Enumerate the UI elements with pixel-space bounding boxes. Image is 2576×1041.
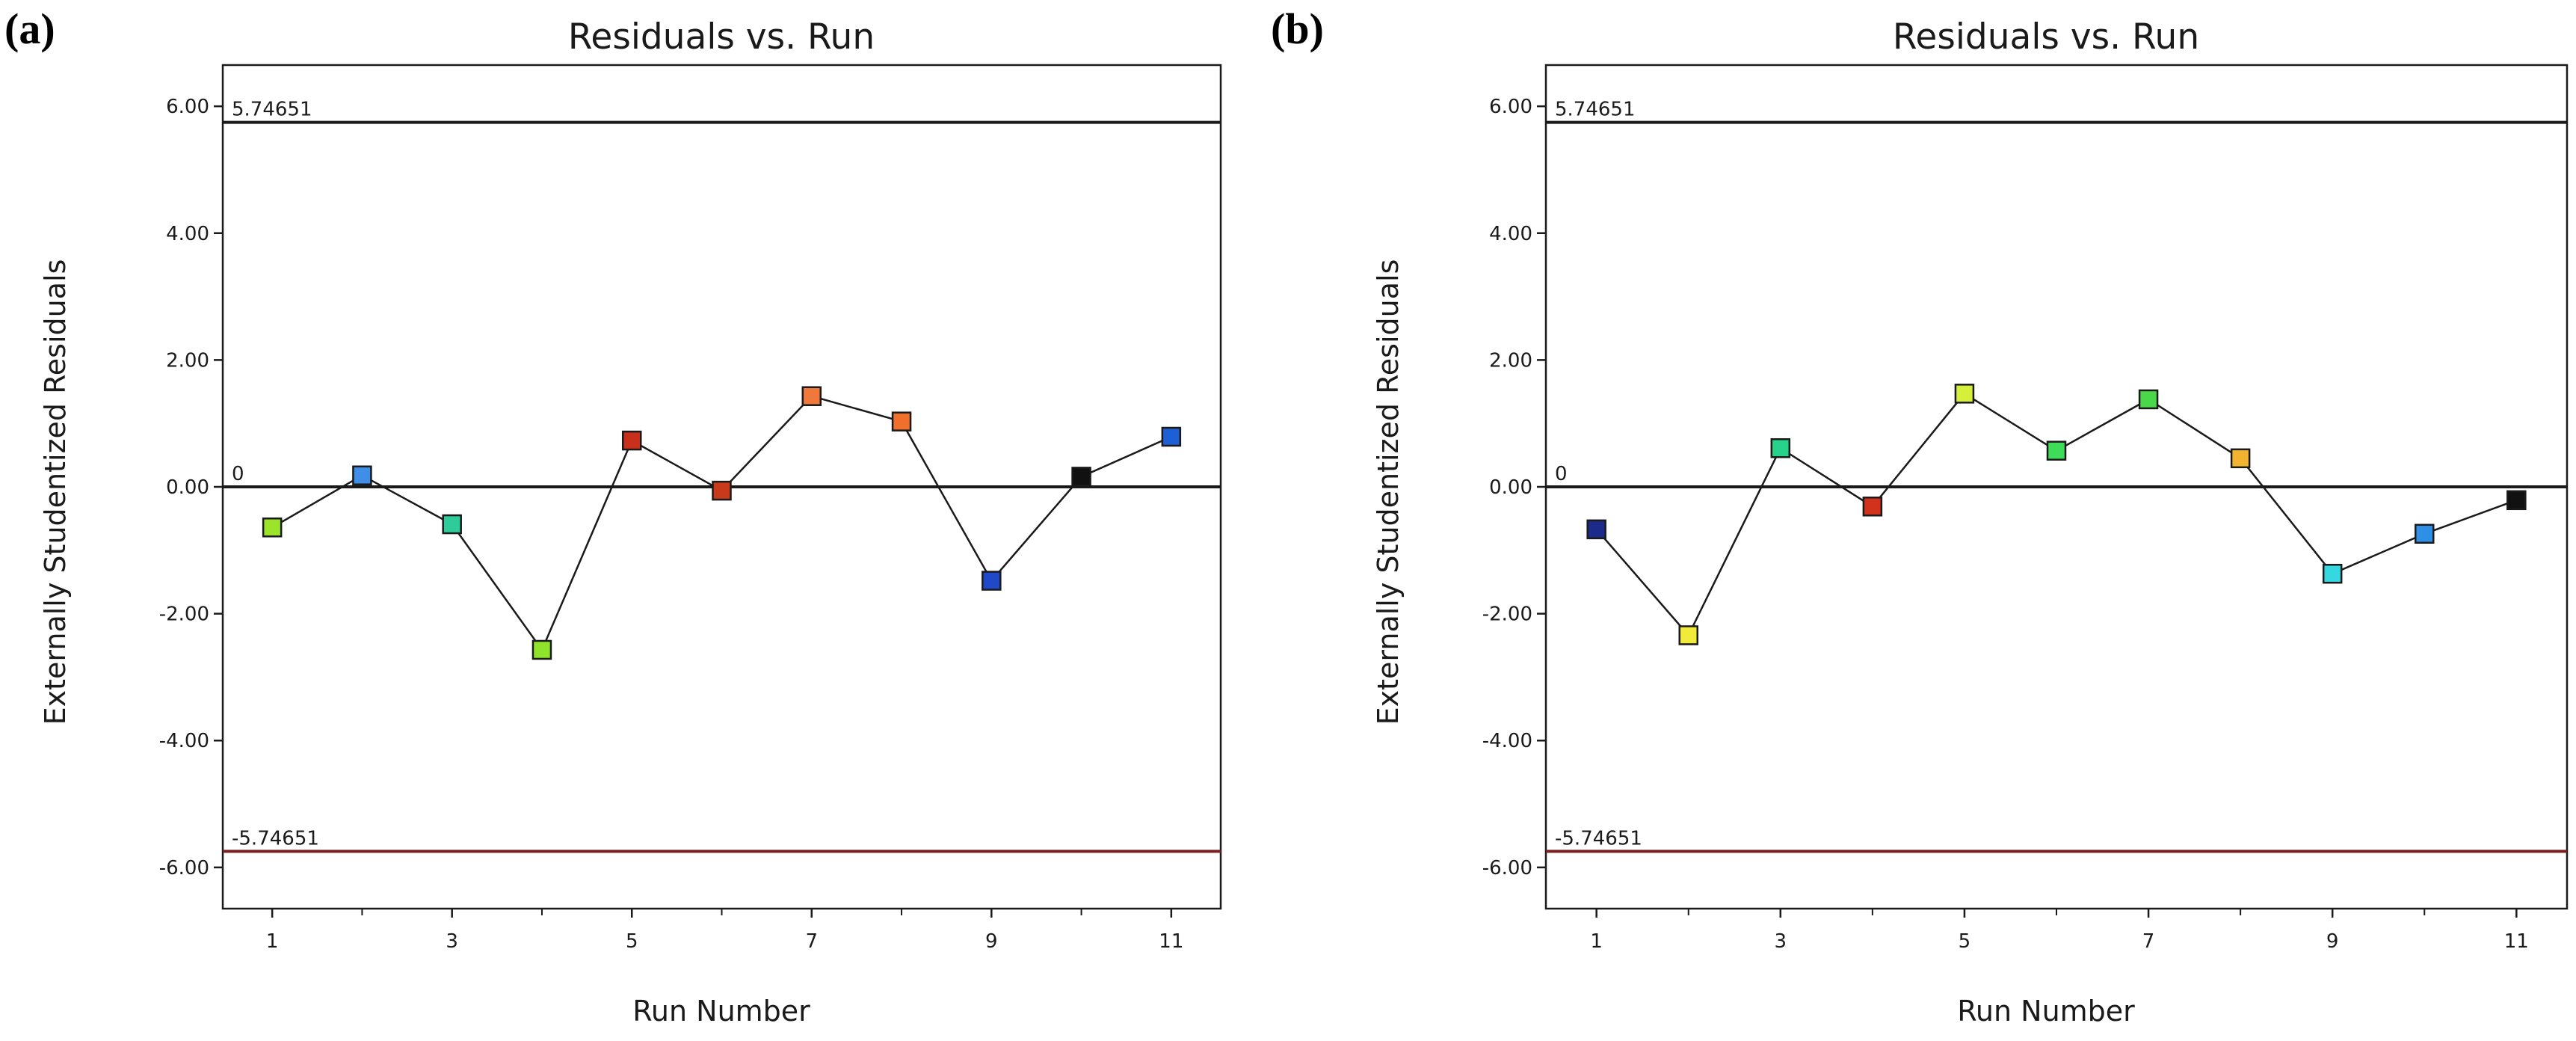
data-point	[621, 430, 642, 451]
chart-panel-a: (a) Residuals vs. Run Run Number Externa…	[4, 4, 1222, 1028]
reference-line-label: 0	[1555, 463, 1568, 485]
x-tick-label: 1	[1590, 930, 1603, 953]
y-tick-label: 6.00	[1489, 96, 1532, 118]
y-tick-label: -4.00	[159, 730, 209, 752]
data-point	[262, 518, 283, 538]
chart-title: Residuals vs. Run	[568, 16, 875, 58]
data-point	[1071, 467, 1091, 487]
data-point	[2415, 523, 2435, 544]
y-tick-label: 2.00	[1489, 349, 1532, 372]
x-tick-label: 11	[1159, 930, 1183, 953]
chart-panel-b: (b) Residuals vs. Run Run Number Externa…	[1271, 4, 2569, 1028]
residual-series	[262, 386, 1182, 660]
data-point	[2138, 389, 2159, 410]
axis-ticks: -6.00 -4.00 -2.00 0.00 2.00 4.00 6.00 1 3 5 7 9 11	[159, 96, 1184, 953]
data-point	[2506, 490, 2527, 511]
x-axis-label: Run Number	[632, 995, 810, 1028]
y-tick-label: -6.00	[1482, 857, 1532, 879]
x-tick-label: 7	[2142, 930, 2155, 953]
y-tick-label: -2.00	[159, 604, 209, 626]
data-point	[1586, 519, 1606, 540]
data-point	[1770, 438, 1791, 458]
x-tick-label: 1	[266, 930, 279, 953]
data-point	[531, 639, 552, 660]
reference-line-label: 5.74651	[232, 99, 312, 121]
y-tick-label: -2.00	[1482, 604, 1532, 626]
x-axis-label: Run Number	[1957, 995, 2135, 1028]
data-point	[2046, 440, 2067, 461]
y-tick-label: 4.00	[1489, 223, 1532, 245]
x-tick-label: 11	[2504, 930, 2529, 953]
x-tick-label: 5	[626, 930, 638, 953]
data-point	[1678, 625, 1698, 645]
data-point	[1862, 497, 1883, 517]
x-tick-label: 9	[2326, 930, 2339, 953]
y-tick-label: -4.00	[1482, 730, 1532, 752]
axis-ticks: -6.00 -4.00 -2.00 0.00 2.00 4.00 6.00 1 3 5 7 9 11	[1482, 96, 2529, 953]
y-tick-label: 0.00	[166, 476, 209, 499]
panel-label: (a)	[4, 4, 55, 53]
chart-title: Residuals vs. Run	[1893, 16, 2199, 58]
y-tick-label: 4.00	[166, 223, 209, 245]
panel-label: (b)	[1271, 4, 1324, 53]
data-point	[2322, 563, 2343, 584]
y-axis-label: Externally Studentized Residuals	[39, 260, 72, 725]
data-point	[891, 411, 912, 432]
data-point	[1954, 384, 1975, 404]
x-tick-label: 3	[446, 930, 458, 953]
y-axis-label: Externally Studentized Residuals	[1372, 260, 1405, 725]
data-point	[982, 571, 1002, 591]
residual-series	[1586, 384, 2527, 645]
x-tick-label: 3	[1775, 930, 1787, 953]
data-point	[1161, 426, 1182, 447]
data-point	[712, 480, 732, 501]
data-point	[2230, 448, 2251, 469]
data-point	[352, 465, 372, 485]
reference-line-label: -5.74651	[232, 827, 319, 850]
y-tick-label: 2.00	[166, 349, 209, 372]
x-tick-label: 7	[805, 930, 818, 953]
data-point	[801, 386, 822, 406]
x-tick-label: 9	[985, 930, 998, 953]
reference-lines: 5.74651 0 -5.74651	[1546, 99, 2567, 853]
x-tick-label: 5	[1959, 930, 1971, 953]
y-tick-label: 6.00	[166, 96, 209, 118]
reference-line-label: -5.74651	[1555, 827, 1642, 850]
reference-line-label: 0	[232, 463, 244, 485]
data-point	[442, 514, 462, 535]
reference-line-label: 5.74651	[1555, 99, 1636, 121]
y-tick-label: 0.00	[1489, 476, 1532, 499]
y-tick-label: -6.00	[159, 857, 209, 879]
